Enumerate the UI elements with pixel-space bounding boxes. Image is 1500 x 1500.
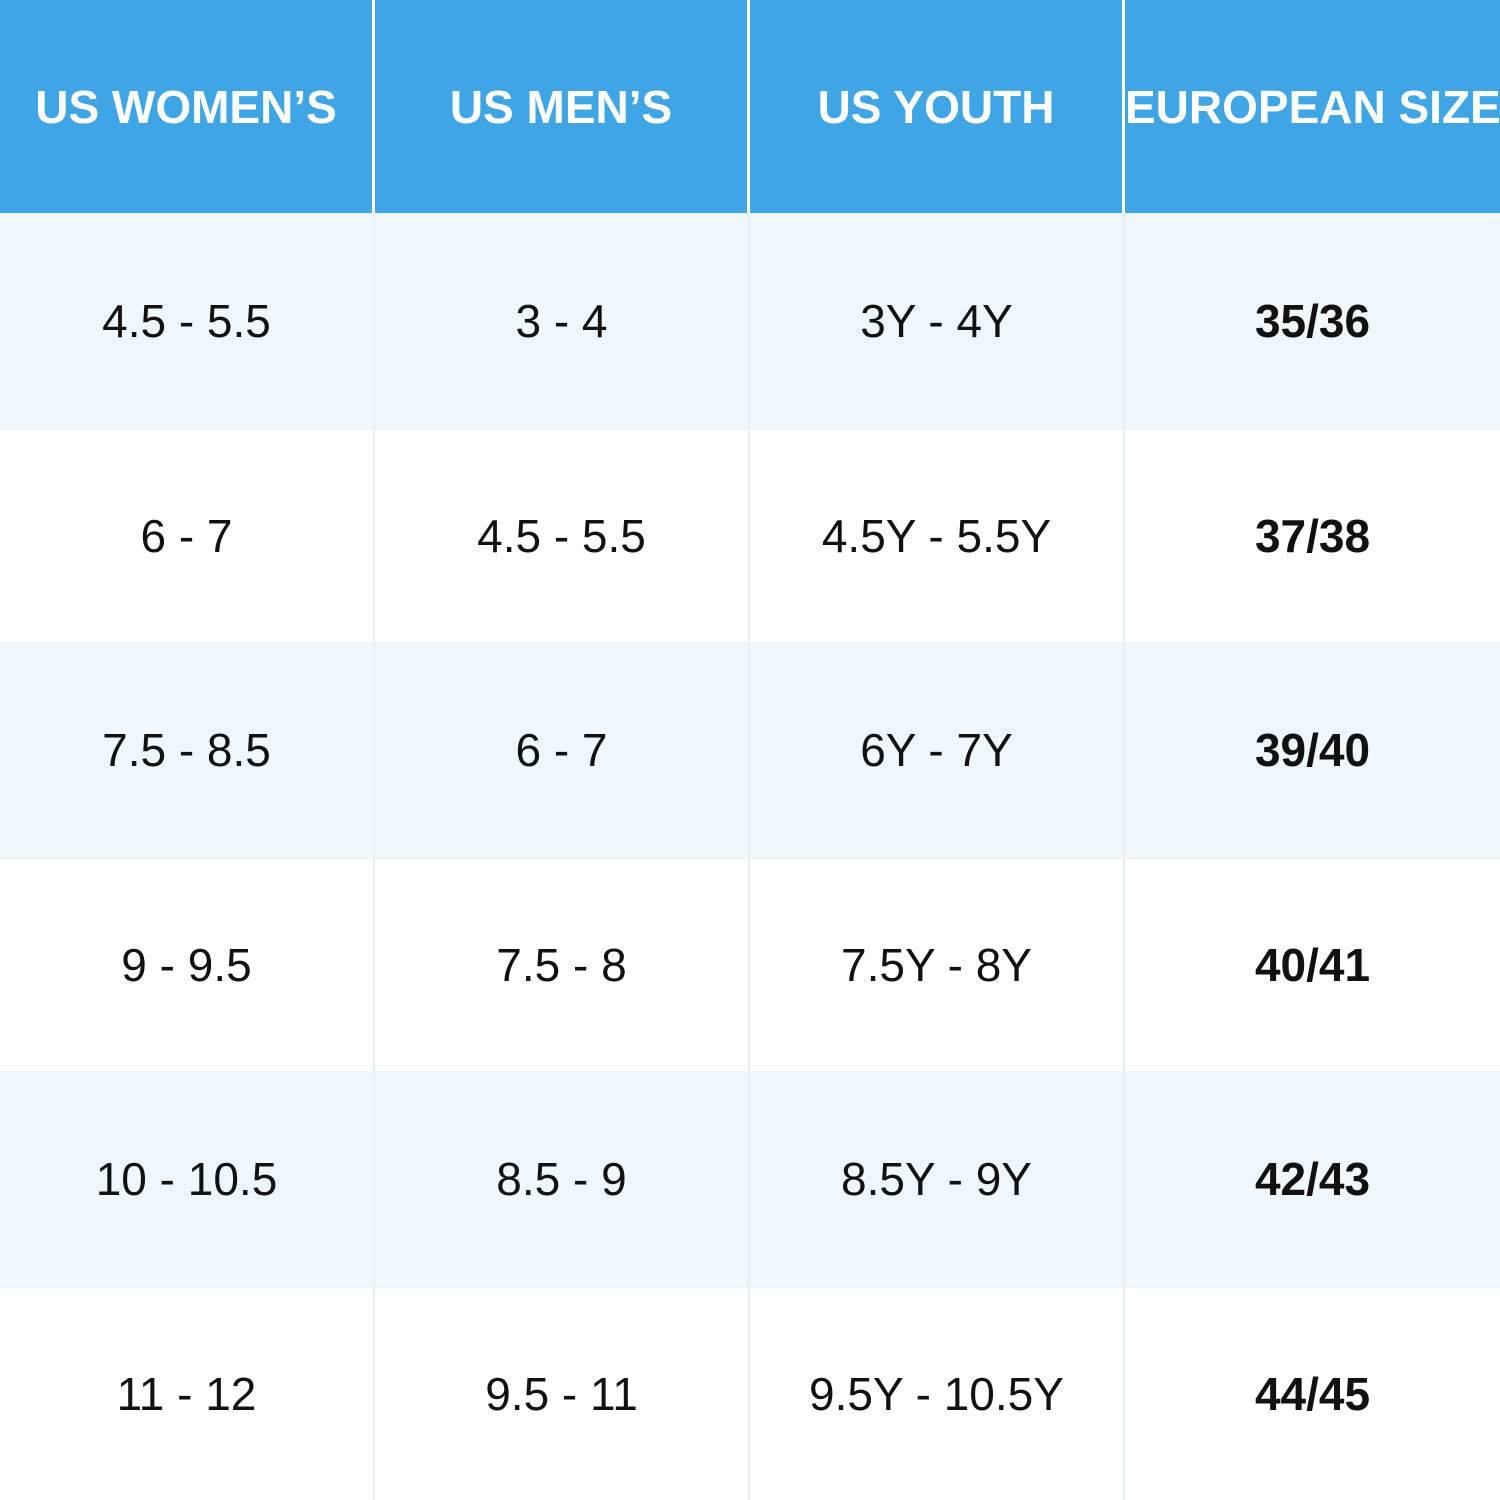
table-row: 7.5 - 8.5 6 - 7 6Y - 7Y 39/40 [0, 642, 1500, 857]
header-us-youth: US YOUTH [750, 0, 1125, 213]
us-mens-cell: 7.5 - 8 [375, 856, 750, 1071]
header-row: US WOMEN’S US MEN’S US YOUTH EUROPEAN SI… [0, 0, 1500, 213]
us-womens-cell: 4.5 - 5.5 [0, 213, 375, 428]
us-youth-cell: 8.5Y - 9Y [750, 1071, 1125, 1286]
european-size-cell: 42/43 [1125, 1071, 1500, 1286]
table-row: 6 - 7 4.5 - 5.5 4.5Y - 5.5Y 37/38 [0, 427, 1500, 642]
european-size-cell: 40/41 [1125, 856, 1500, 1071]
size-chart-header: US WOMEN’S US MEN’S US YOUTH EUROPEAN SI… [0, 0, 1500, 213]
table-row: 9 - 9.5 7.5 - 8 7.5Y - 8Y 40/41 [0, 856, 1500, 1071]
table-row: 10 - 10.5 8.5 - 9 8.5Y - 9Y 42/43 [0, 1071, 1500, 1286]
header-us-mens: US MEN’S [375, 0, 750, 213]
european-size-cell: 37/38 [1125, 427, 1500, 642]
us-youth-cell: 7.5Y - 8Y [750, 856, 1125, 1071]
us-womens-cell: 10 - 10.5 [0, 1071, 375, 1286]
european-size-cell: 35/36 [1125, 213, 1500, 428]
table-row: 11 - 12 9.5 - 11 9.5Y - 10.5Y 44/45 [0, 1285, 1500, 1500]
us-womens-cell: 11 - 12 [0, 1285, 375, 1500]
us-mens-cell: 8.5 - 9 [375, 1071, 750, 1286]
us-mens-cell: 9.5 - 11 [375, 1285, 750, 1500]
us-youth-cell: 9.5Y - 10.5Y [750, 1285, 1125, 1500]
us-mens-cell: 6 - 7 [375, 642, 750, 857]
us-youth-cell: 6Y - 7Y [750, 642, 1125, 857]
us-mens-cell: 3 - 4 [375, 213, 750, 428]
header-european-size: EUROPEAN SIZE [1125, 0, 1500, 213]
european-size-cell: 39/40 [1125, 642, 1500, 857]
european-size-cell: 44/45 [1125, 1285, 1500, 1500]
us-youth-cell: 4.5Y - 5.5Y [750, 427, 1125, 642]
header-us-womens: US WOMEN’S [0, 0, 375, 213]
us-womens-cell: 9 - 9.5 [0, 856, 375, 1071]
table-row: 4.5 - 5.5 3 - 4 3Y - 4Y 35/36 [0, 213, 1500, 428]
us-womens-cell: 6 - 7 [0, 427, 375, 642]
size-chart-body: 4.5 - 5.5 3 - 4 3Y - 4Y 35/36 6 - 7 4.5 … [0, 213, 1500, 1500]
us-mens-cell: 4.5 - 5.5 [375, 427, 750, 642]
us-youth-cell: 3Y - 4Y [750, 213, 1125, 428]
us-womens-cell: 7.5 - 8.5 [0, 642, 375, 857]
